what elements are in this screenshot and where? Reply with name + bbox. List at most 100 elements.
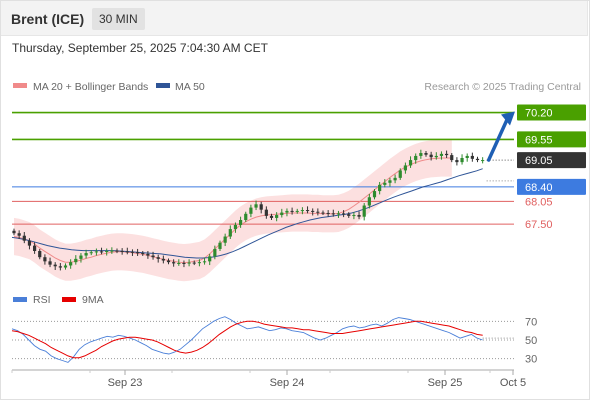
rsi-tick-70: 70 [525,316,537,328]
credit-text: Research © 2025 Trading Central [424,81,581,93]
candle-body [177,262,181,264]
candle-body [372,191,377,198]
candle-body [105,251,109,252]
level-value-70.20: 70.20 [525,108,553,120]
candle-body [352,215,356,217]
candle [300,207,304,215]
x-tick-label: Sep 23 [108,377,143,389]
candle-body [388,180,392,183]
level-badge-69.05 [517,152,586,169]
candle [311,208,315,216]
candle-body [17,233,21,236]
candle-body [383,182,387,185]
candle [120,248,124,255]
rsi-legend-swatch [13,297,27,302]
level-label-69.55: 69.55 [517,131,586,148]
candle-body [403,165,407,171]
level-label-68.40: 68.40 [517,178,586,195]
candle-body [326,212,330,214]
candle [336,210,341,218]
candle-body [295,210,299,212]
candle-body [311,210,315,212]
candle-body [27,240,32,246]
candle-body [136,252,140,254]
candle-body [285,210,289,213]
ma9-legend-swatch [62,297,76,302]
candle-body [192,262,196,264]
candle [125,247,129,255]
candle [27,238,32,250]
candle-body [115,250,119,252]
candle-body [275,215,279,218]
interval-badge[interactable]: 30 MIN [92,8,145,30]
level-label-70.20: 70.20 [517,104,586,121]
candle [352,212,356,220]
candle [69,259,73,269]
candle [367,193,371,209]
candle [182,260,186,268]
candle [208,253,212,266]
candle [388,177,392,187]
candle-body [43,257,47,262]
candle-body [331,213,335,215]
candle-body [99,251,104,253]
candle-body [130,251,135,253]
candle-body [393,177,397,181]
candle [295,208,299,214]
target-arrow-head [501,111,515,126]
candle-body [244,213,248,220]
candle [244,211,248,223]
candle-body [429,154,433,158]
level-value-67.50: 67.50 [525,219,553,231]
candle-body [475,158,480,161]
candle [33,242,37,254]
candle [94,248,98,256]
candle-body [151,255,155,258]
candle-body [84,253,88,256]
candle [202,257,207,265]
candle [172,259,176,267]
target-arrow-shaft [486,115,510,162]
candle [321,210,325,216]
ma9-legend-label: 9MA [82,294,104,306]
candle-body [12,230,16,234]
candle-body [74,258,78,263]
candle [290,207,294,215]
candle-body [357,215,361,217]
candle [12,228,16,236]
candle [450,153,454,163]
ma50-legend-label: MA 50 [175,81,205,93]
candle [465,153,469,162]
candle [110,247,114,254]
candle [223,233,227,247]
candle-body [58,266,62,268]
candle-body [439,153,444,156]
candle-body [450,155,454,161]
candle [187,259,191,267]
candle [192,260,196,266]
candle-body [305,210,310,212]
candle-body [300,210,304,212]
candle-body [316,211,320,213]
candle [38,248,42,260]
candle-body [233,224,238,230]
x-axis: Sep 23 Sep 24 Sep 25 Oct 5 [11,369,526,389]
candle [460,154,464,165]
candle-body [156,257,160,259]
candle-body [254,204,258,208]
candle-body [213,248,217,257]
candle [280,208,284,218]
candle-body [460,158,464,163]
level-badge-69.55 [517,131,586,148]
candle-body [53,264,57,267]
candle-body [38,251,42,258]
candle-body [414,155,418,161]
candle-body [481,160,485,162]
candle [326,210,330,217]
candle [115,248,119,254]
candle [74,255,78,265]
candle [136,248,140,256]
x-tick-label: Sep 25 [428,377,463,389]
candle-body [125,251,129,253]
candle-body [89,252,93,254]
